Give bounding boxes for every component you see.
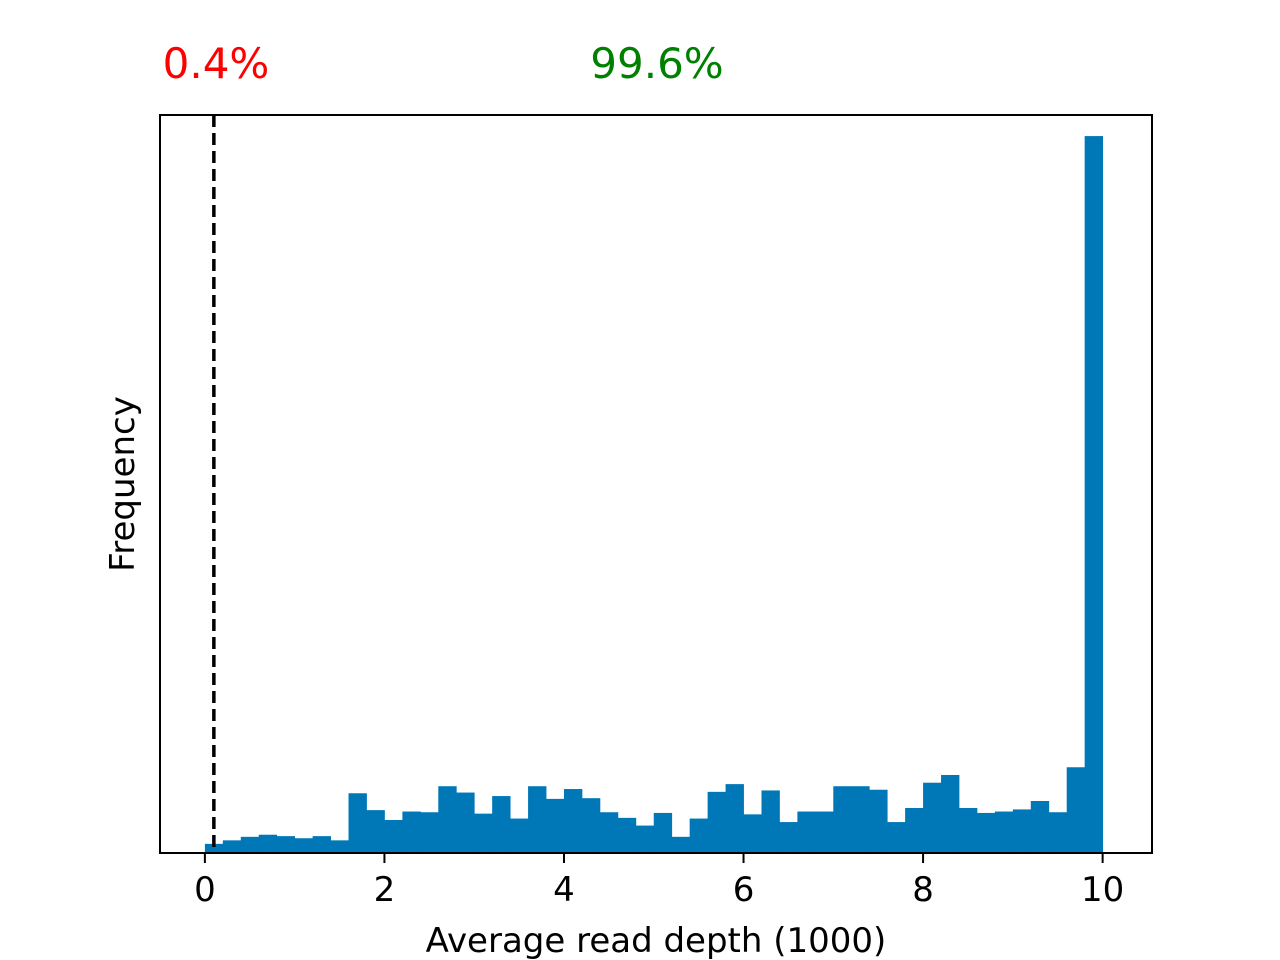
histogram-bar xyxy=(653,812,673,853)
histogram-bar xyxy=(1084,136,1104,854)
histogram-bar xyxy=(905,808,924,853)
histogram-bar xyxy=(869,789,888,853)
histogram-bar xyxy=(815,811,834,853)
histogram-bar xyxy=(348,793,367,853)
histogram-bar xyxy=(402,811,421,853)
histogram-bar xyxy=(725,784,744,853)
histogram-bar xyxy=(797,811,816,853)
histogram-bar xyxy=(635,825,655,853)
histogram-bar xyxy=(474,813,493,853)
histogram-bar xyxy=(456,792,475,853)
plot-frame xyxy=(159,114,1153,854)
histogram-bar xyxy=(366,810,385,853)
histogram-bar xyxy=(528,786,547,853)
histogram-bar xyxy=(851,786,870,853)
x-tick-label: 4 xyxy=(553,870,575,910)
x-tick-label: 6 xyxy=(733,870,755,910)
histogram-bar xyxy=(204,843,224,853)
histogram-bar xyxy=(581,798,601,853)
histogram-bar xyxy=(222,840,242,853)
histogram-bar xyxy=(671,836,691,853)
histogram-bar xyxy=(1066,767,1086,853)
histogram-bar xyxy=(599,812,619,853)
x-axis-ticks: 0 2 4 6 8 10 xyxy=(194,853,1124,910)
histogram-bar xyxy=(617,817,637,853)
histogram-bar xyxy=(923,782,942,853)
histogram-bar xyxy=(384,819,403,853)
histogram-bars xyxy=(204,136,1104,854)
histogram-bar xyxy=(276,836,296,853)
x-tick-label: 8 xyxy=(912,870,934,910)
histogram-bar xyxy=(294,838,314,853)
histogram-bar xyxy=(1012,809,1032,853)
histogram-bar xyxy=(563,789,583,853)
histogram-bar xyxy=(1048,812,1068,853)
histogram-bar xyxy=(438,786,457,853)
histogram-bar xyxy=(240,836,260,853)
histogram-bar xyxy=(689,818,709,853)
histogram-bar xyxy=(330,840,349,853)
histogram-bar xyxy=(312,836,331,853)
histogram-bar xyxy=(761,790,780,853)
below-threshold-percent: 0.4% xyxy=(163,39,270,88)
histogram-bar xyxy=(258,834,278,853)
above-threshold-percent: 99.6% xyxy=(590,39,723,88)
y-axis-label: Frequency xyxy=(103,396,143,572)
x-tick-label: 0 xyxy=(194,870,216,910)
histogram-bar xyxy=(833,786,852,853)
histogram-bar xyxy=(492,796,511,853)
histogram-bar xyxy=(941,774,960,853)
histogram-bar xyxy=(976,812,996,853)
x-tick-label: 10 xyxy=(1081,870,1124,910)
histogram-bar xyxy=(420,812,439,853)
histogram-bar xyxy=(958,808,978,853)
histogram-bar xyxy=(887,822,906,853)
histogram-bar xyxy=(1030,800,1050,853)
histogram-bar xyxy=(994,811,1014,853)
histogram-bar xyxy=(779,822,798,853)
histogram-bar xyxy=(707,791,726,853)
histogram-bar xyxy=(546,798,565,853)
histogram-bar xyxy=(743,814,762,853)
x-axis-label: Average read depth (1000) xyxy=(426,921,887,960)
histogram-bar xyxy=(510,818,529,853)
x-tick-label: 2 xyxy=(374,870,396,910)
